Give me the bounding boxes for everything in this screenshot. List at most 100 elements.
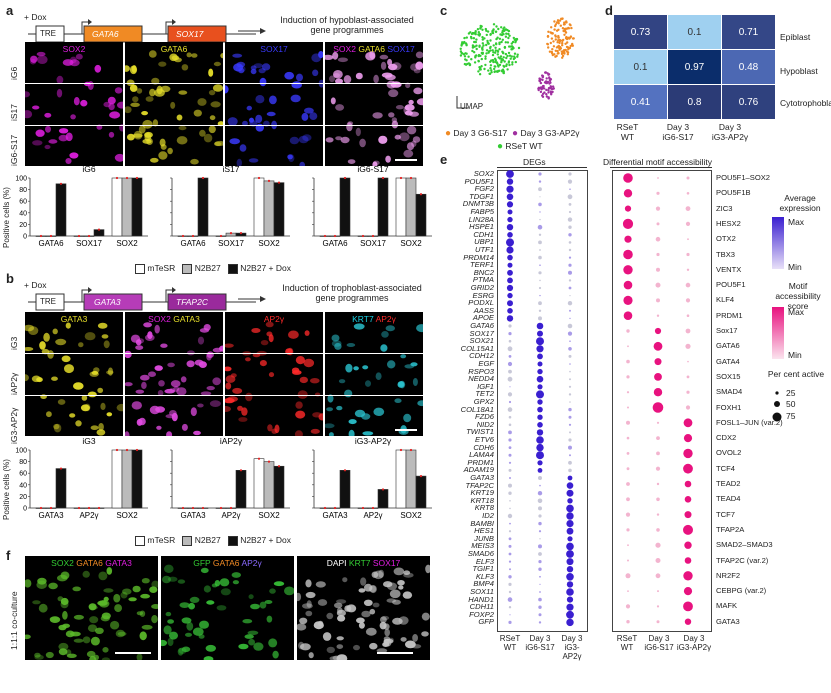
motif-dot [624, 205, 632, 212]
cell-nucleus [403, 572, 414, 578]
deg-dot [568, 279, 572, 282]
cell-nucleus [80, 99, 88, 107]
data-point [115, 448, 119, 452]
deg-dot [567, 179, 573, 184]
data-point [343, 176, 347, 180]
umap-point [561, 54, 565, 58]
umap-point [493, 70, 496, 74]
motif-dot [684, 541, 692, 549]
deg-dot [507, 513, 513, 519]
cell-nucleus [181, 423, 188, 431]
cell-nucleus [244, 634, 254, 639]
umap-point [545, 95, 549, 98]
deg-dot [508, 339, 512, 343]
deg-dot [536, 322, 544, 330]
cell-nucleus [211, 583, 218, 588]
gene-label: ETV6 [475, 435, 494, 444]
cell-nucleus [144, 131, 153, 138]
cell-nucleus [180, 376, 187, 383]
umap-point [477, 70, 480, 73]
umap-point [554, 38, 557, 41]
x-category-label: SOX2 [258, 239, 280, 248]
umap-point [565, 50, 569, 53]
cell-nucleus [197, 403, 204, 408]
data-point [381, 176, 385, 180]
cell-nucleus [65, 158, 72, 164]
deg-dot [568, 233, 572, 237]
cell-nucleus [405, 640, 416, 649]
cell-nucleus [135, 345, 144, 350]
deg-dot [509, 500, 511, 502]
cell-nucleus [41, 348, 50, 355]
umap-point [546, 35, 550, 38]
motif-dot [683, 463, 693, 474]
umap-point [544, 71, 547, 74]
x-category-label: SOX17 [218, 239, 244, 248]
deg-dot [568, 270, 572, 275]
cell-nucleus [148, 50, 157, 58]
deg-dot [539, 575, 541, 578]
motif-colorbar [772, 307, 784, 359]
umap-point [563, 52, 566, 55]
cell-nucleus [58, 134, 69, 142]
umap-point [556, 49, 559, 53]
umap-point [514, 37, 518, 41]
cell-nucleus [199, 129, 206, 137]
cell-nucleus [261, 63, 271, 71]
motif-dot [683, 587, 693, 596]
cell-nucleus [158, 380, 165, 387]
umap-point [503, 29, 506, 32]
cell-nucleus [151, 604, 158, 609]
data-point [125, 448, 129, 452]
bar-chart-title: iG3-AP2γ [355, 436, 392, 446]
deg-dot [506, 193, 514, 201]
deg-dot [507, 376, 513, 382]
umap-point [474, 55, 477, 58]
umap-point [509, 45, 513, 48]
deg-dot [566, 512, 574, 520]
umap-point [499, 33, 502, 36]
gene-label: EGF [478, 359, 494, 368]
cell-nucleus [238, 643, 249, 650]
cell-nucleus [326, 612, 334, 620]
umap-point [563, 33, 566, 36]
deg-dot [568, 225, 572, 229]
y-tick-label: 80 [19, 459, 27, 466]
data-point [343, 469, 347, 472]
motif-dot [687, 238, 689, 241]
motif-title: Differential motif accessibility [603, 157, 712, 167]
cell-nucleus [48, 139, 58, 144]
cell-nucleus [299, 161, 305, 166]
cell-nucleus [372, 112, 383, 119]
cell-nucleus [82, 636, 91, 644]
cell-nucleus [402, 591, 413, 599]
motif-label: GATA3 [716, 616, 740, 626]
x-category-label: AP2γ [221, 511, 240, 520]
cell-nucleus [298, 135, 309, 144]
cell-nucleus [386, 582, 398, 591]
cell-nucleus [167, 362, 175, 368]
cell-nucleus [103, 588, 114, 593]
deg-dot [507, 597, 513, 602]
cell-nucleus [375, 372, 382, 380]
deg-dot [508, 590, 512, 594]
micro-f3: DAPI KRT7 SOX17 [297, 556, 430, 660]
cell-nucleus [208, 125, 216, 134]
umap-point [492, 23, 496, 26]
deg-dot [568, 407, 572, 412]
motif-dot [685, 282, 691, 288]
deg-dot [538, 560, 542, 564]
cell-nucleus [197, 336, 205, 345]
cell-nucleus [225, 397, 235, 404]
umap-point [514, 60, 517, 64]
cell-nucleus [238, 417, 248, 422]
data-point [277, 465, 281, 468]
data-point [125, 176, 129, 180]
cell-nucleus [381, 615, 390, 621]
cell-nucleus [25, 374, 29, 382]
cell-nucleus [388, 637, 394, 642]
cell-nucleus [176, 136, 188, 145]
cell-nucleus [260, 340, 269, 346]
umap-point [508, 45, 511, 48]
cell-nucleus [259, 360, 267, 367]
